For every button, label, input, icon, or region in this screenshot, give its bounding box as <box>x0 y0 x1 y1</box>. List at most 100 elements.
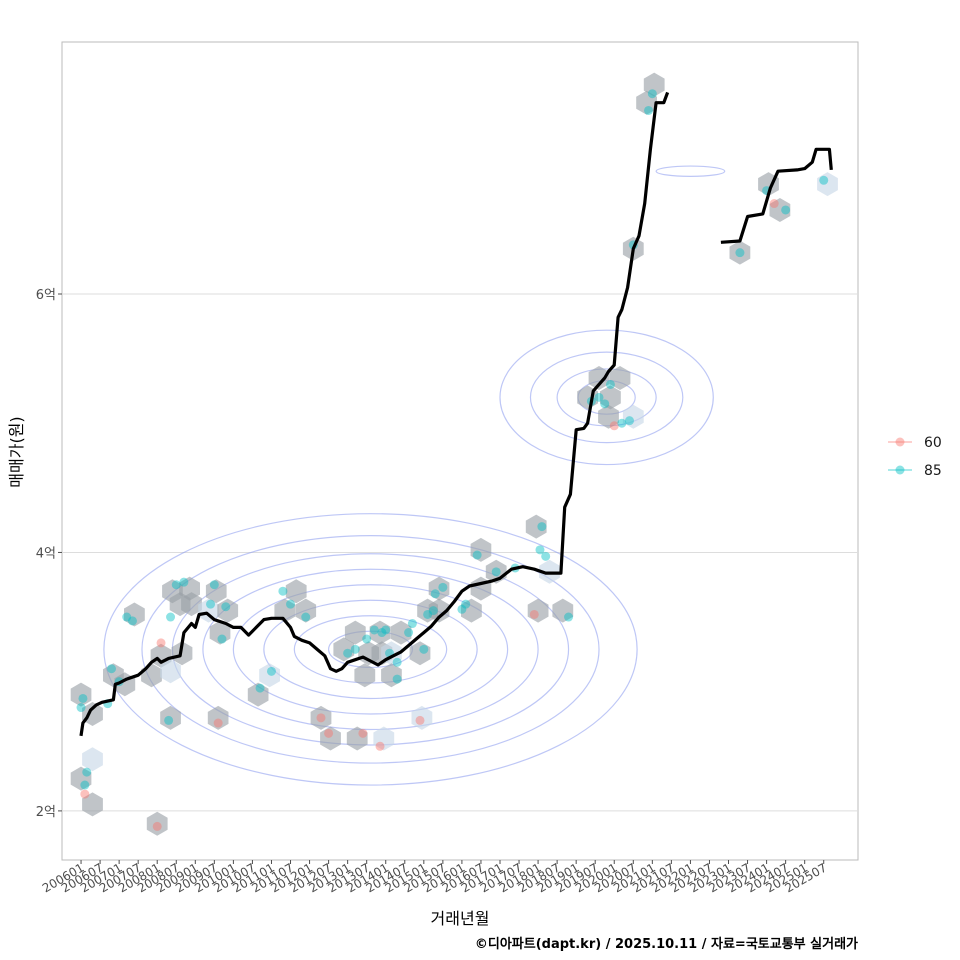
hexbin-cell <box>274 598 296 623</box>
hexbin-cell <box>207 705 229 730</box>
scatter-point-85 <box>286 599 296 609</box>
hexbin-cell <box>344 620 366 645</box>
legend-key-point <box>895 465 905 475</box>
scatter-point-85 <box>600 399 610 409</box>
hexbin-cell <box>525 514 547 539</box>
scatter-point-85 <box>428 606 438 616</box>
y-tick-label: 4억 <box>36 546 56 561</box>
scatter-point-85 <box>644 105 654 115</box>
hexbin-cell <box>82 747 103 772</box>
hexbin-cell <box>333 637 355 662</box>
scatter-point-85 <box>423 609 433 619</box>
hexbin-cell <box>346 726 368 751</box>
scatter-point-85 <box>206 599 216 609</box>
y-axis: 2억 4억 6억 <box>36 288 62 820</box>
hexbin-cell <box>643 72 665 97</box>
scatter-point-60 <box>156 638 166 648</box>
hexbin-cell <box>310 705 332 730</box>
scatter-point-85 <box>541 551 551 561</box>
plot-panel <box>61 41 859 861</box>
scatter-point-85 <box>735 248 745 258</box>
density-contour <box>655 165 726 177</box>
hexbin-cell <box>411 705 433 730</box>
hexbin-cell <box>373 726 395 751</box>
scatter-point-60 <box>316 713 326 723</box>
density-contour <box>499 329 714 466</box>
scatter-point-85 <box>82 767 92 777</box>
hexbin-cell <box>146 811 168 836</box>
hexbin-cell <box>552 598 574 623</box>
scatter-point-60 <box>769 199 779 209</box>
scatter-point-60 <box>609 421 619 431</box>
scatter-point-85 <box>209 580 219 590</box>
hexbin-cell <box>160 659 181 684</box>
density-contour <box>263 599 478 700</box>
density-contour <box>529 351 684 444</box>
scatter-point-85 <box>491 567 501 577</box>
legend-label: 60 <box>924 435 942 451</box>
trend-line-trend-1 <box>79 91 670 737</box>
hexbin-cell <box>609 366 631 390</box>
scatter-point-85 <box>179 577 189 587</box>
scatter-point-85 <box>430 589 440 599</box>
hexbin-cell <box>461 598 482 623</box>
y-gridlines <box>62 293 858 812</box>
hexbin-cell <box>82 702 103 726</box>
hexbin-cell <box>381 663 402 688</box>
hexbin-cell <box>598 404 619 429</box>
hexbin-cell <box>205 579 227 604</box>
hexbin-cell <box>320 726 341 751</box>
scatter-point-85 <box>343 648 353 658</box>
scatter-point-85 <box>819 175 829 185</box>
scatter-point-85 <box>278 586 288 596</box>
trend-line-layer <box>79 91 833 737</box>
hexbin-cell <box>285 579 307 604</box>
scatter-point-85 <box>419 644 429 654</box>
scatter-point-85 <box>392 674 402 684</box>
scatter-point-85 <box>255 683 265 693</box>
hexbin-cell <box>622 404 644 429</box>
density-contour <box>232 584 509 715</box>
scatter-point-85 <box>76 703 86 713</box>
scatter-point-85 <box>107 664 117 674</box>
scatter-point-60 <box>152 821 162 831</box>
legend-key-point <box>895 437 905 447</box>
hexbin-cell <box>160 705 181 730</box>
x-axis-title: 거래년월 <box>431 909 490 928</box>
scatter-point-60 <box>358 728 368 738</box>
hexbin-cell <box>124 602 145 627</box>
scatter-point-60 <box>213 718 223 728</box>
scatter-point-85 <box>605 379 615 389</box>
hexbin-cell <box>729 240 751 265</box>
hexbin-cell <box>817 172 838 197</box>
scatter-point-60 <box>80 789 90 799</box>
legend-label: 85 <box>924 463 942 479</box>
hexbin-cell <box>527 598 549 623</box>
scatter-point-85 <box>461 599 471 609</box>
caption: ©디아파트(dapt.kr) / 2025.10.11 / 자료=국토교통부 실… <box>475 936 858 952</box>
scatter-point-85 <box>781 205 791 215</box>
scatter-point-60 <box>529 609 539 619</box>
hexbin-cell <box>82 792 103 817</box>
hexbin-cell <box>259 663 280 688</box>
hexbin-cell <box>70 682 92 707</box>
hexbin-cell <box>209 620 231 645</box>
scatter-point-85 <box>381 625 391 635</box>
scatter-point-85 <box>301 612 311 622</box>
y-tick-label: 2억 <box>36 805 56 820</box>
hexbin-cell <box>428 598 450 623</box>
hexbin-cell <box>636 90 657 115</box>
scatter-point-85 <box>171 580 181 590</box>
hexbin-cell <box>150 643 172 668</box>
scatter-point-85 <box>122 612 132 622</box>
scatter-point-85 <box>266 666 276 676</box>
scatter-point-85 <box>407 619 417 629</box>
density-contour <box>141 535 600 764</box>
scatter-point-85 <box>564 612 574 622</box>
scatter-point-85 <box>647 89 657 99</box>
scatter-point-85 <box>535 545 545 555</box>
scatter-point-85 <box>617 418 627 428</box>
hexbin-cell <box>354 663 376 688</box>
scatter-point-85 <box>457 604 467 614</box>
hexbin-cell <box>217 598 239 623</box>
